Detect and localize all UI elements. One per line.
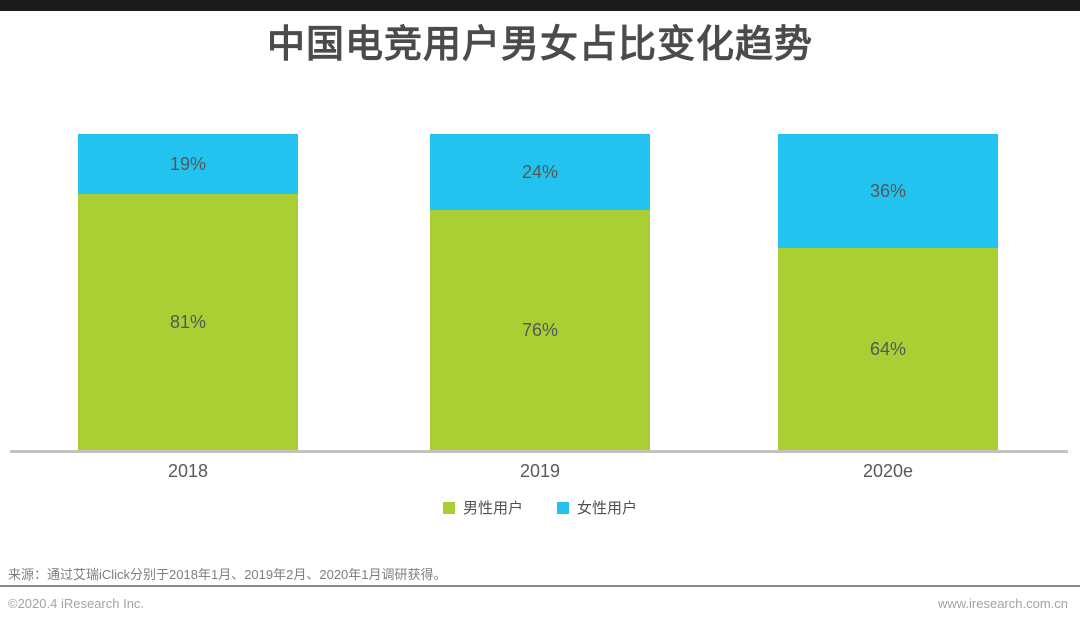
bar-2018-female-segment: 19% bbox=[78, 134, 298, 195]
bar-2020e: 36% 64% bbox=[778, 134, 998, 451]
bar-2019-male-segment: 76% bbox=[430, 210, 650, 451]
data-label-2020e-male: 64% bbox=[869, 339, 907, 360]
chart-legend: 男性用户 女性用户 bbox=[0, 497, 1080, 518]
data-label-2019-female: 24% bbox=[521, 161, 559, 182]
x-axis-line bbox=[10, 450, 1068, 453]
data-label-2020e-female: 36% bbox=[869, 180, 907, 201]
data-label-2018-female: 19% bbox=[169, 153, 207, 174]
bar-2019-female-segment: 24% bbox=[430, 134, 650, 211]
bar-2018: 19% 81% bbox=[78, 134, 298, 451]
x-tick-2019: 2019 bbox=[519, 461, 561, 481]
copyright-text: ©2020.4 iResearch Inc. bbox=[8, 596, 145, 611]
legend-item-female: 女性用户 bbox=[557, 497, 637, 518]
x-tick-2020e: 2020e bbox=[862, 461, 914, 481]
bar-2020e-female-segment: 36% bbox=[778, 134, 998, 249]
source-note: 来源：通过艾瑞iClick分别于2018年1月、2019年2月、2020年1月调… bbox=[8, 567, 447, 582]
top-accent-bar bbox=[0, 0, 1080, 11]
legend-item-male: 男性用户 bbox=[442, 497, 523, 518]
x-tick-2018: 2018 bbox=[167, 461, 209, 481]
footer-divider bbox=[0, 585, 1080, 587]
bar-2020e-male-segment: 64% bbox=[778, 248, 998, 451]
female-series-swatch-icon bbox=[557, 501, 569, 514]
chart-title: 中国电竞用户男女占比变化趋势 bbox=[266, 24, 813, 66]
legend-label-male: 男性用户 bbox=[462, 500, 523, 517]
data-label-2018-male: 81% bbox=[169, 312, 207, 333]
bar-2018-male-segment: 81% bbox=[78, 194, 298, 451]
male-series-swatch-icon bbox=[442, 501, 455, 514]
data-label-2019-male: 76% bbox=[521, 320, 559, 341]
legend-label-female: 女性用户 bbox=[577, 500, 638, 517]
bar-2019: 24% 76% bbox=[430, 134, 650, 451]
website-url: www.iresearch.com.cn bbox=[937, 596, 1068, 611]
